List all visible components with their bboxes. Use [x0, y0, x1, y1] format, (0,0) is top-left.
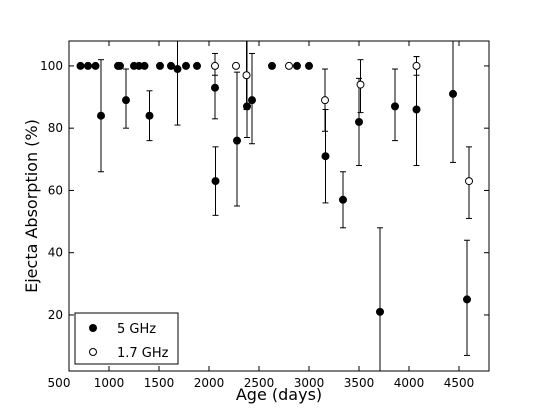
data-point-5ghz — [156, 61, 164, 70]
data-point-5ghz — [122, 96, 130, 105]
data-point-5ghz — [167, 61, 175, 70]
data-point-5ghz — [243, 102, 251, 111]
x-tick-label: 1500 — [144, 376, 175, 390]
data-point-1-7ghz — [211, 61, 219, 70]
y-tick-label: 80 — [48, 121, 63, 135]
data-point-5ghz — [268, 61, 276, 70]
x-tick-label: 3500 — [344, 376, 375, 390]
data-point-1-7ghz — [321, 96, 329, 105]
data-point-5ghz — [84, 61, 92, 70]
y-axis-label: Ejecta Absorption (%) — [22, 119, 41, 293]
data-point-5ghz — [211, 83, 219, 92]
y-tick-label: 40 — [48, 246, 63, 260]
x-tick-label: 1000 — [94, 376, 125, 390]
x-tick-label: 500 — [48, 376, 71, 390]
legend-label-1-7ghz: 1.7 GHz — [117, 346, 169, 361]
x-tick-label: 4000 — [394, 376, 425, 390]
data-point-5ghz — [76, 61, 85, 70]
y-tick-label: 60 — [48, 183, 63, 197]
data-point-5ghz — [211, 177, 220, 186]
legend: 5 GHz 1.7 GHz — [74, 312, 179, 365]
y-tick-label: 20 — [48, 308, 63, 322]
data-point-5ghz — [140, 61, 149, 70]
data-point-5ghz — [376, 307, 384, 316]
data-point-5ghz — [173, 65, 182, 74]
data-markers — [76, 61, 473, 316]
data-point-5ghz — [193, 61, 201, 70]
data-point-5ghz — [391, 102, 399, 111]
data-point-5ghz — [116, 61, 124, 70]
data-point-5ghz — [233, 136, 241, 145]
data-point-5ghz — [293, 61, 301, 70]
y-tick-label: 100 — [40, 59, 63, 73]
data-point-5ghz — [248, 96, 256, 105]
axis-ticks: 500 1000 1500 2000 2500 3000 3500 4000 4500 20 40 6… — [40, 41, 489, 390]
legend-label-5ghz: 5 GHz — [117, 322, 156, 337]
data-point-1-7ghz — [465, 177, 473, 186]
data-point-5ghz — [463, 295, 471, 304]
data-point-1-7ghz — [285, 61, 293, 70]
data-point-5ghz — [321, 152, 330, 161]
data-point-1-7ghz — [356, 80, 365, 89]
data-point-1-7ghz — [232, 61, 240, 70]
x-axis-label: Age (days) — [236, 385, 322, 404]
data-point-5ghz — [145, 111, 154, 120]
data-point-1-7ghz — [242, 71, 251, 80]
data-point-5ghz — [97, 111, 105, 120]
x-tick-label: 4500 — [444, 376, 475, 390]
data-point-5ghz — [305, 61, 313, 70]
legend-marker-5ghz — [89, 324, 97, 332]
data-point-5ghz — [91, 61, 100, 70]
data-point-5ghz — [339, 195, 347, 204]
data-point-5ghz — [412, 105, 421, 114]
data-point-5ghz — [182, 61, 190, 70]
x-tick-label: 3000 — [294, 376, 325, 390]
legend-marker-1-7ghz — [89, 348, 97, 356]
data-point-5ghz — [449, 89, 457, 98]
x-tick-label: 2000 — [194, 376, 225, 390]
data-point-1-7ghz — [412, 61, 421, 70]
x-tick-label: 2500 — [244, 376, 275, 390]
data-point-5ghz — [355, 117, 363, 126]
